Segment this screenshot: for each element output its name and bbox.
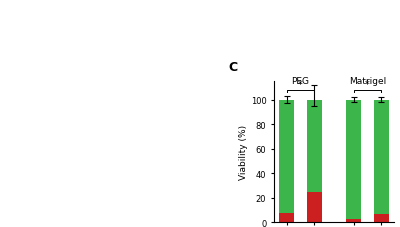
Bar bbox=[374, 100, 389, 214]
Text: Matrigel: Matrigel bbox=[349, 76, 386, 85]
Text: C: C bbox=[228, 60, 238, 73]
Bar bbox=[346, 219, 361, 222]
Bar bbox=[346, 100, 361, 219]
Text: *: * bbox=[365, 80, 370, 90]
Bar bbox=[307, 100, 322, 192]
Text: PEG: PEG bbox=[292, 76, 310, 85]
Bar bbox=[279, 213, 294, 222]
Text: *: * bbox=[298, 80, 303, 90]
Bar bbox=[307, 192, 322, 222]
Bar bbox=[279, 100, 294, 213]
Bar bbox=[374, 214, 389, 222]
Y-axis label: Viability (%): Viability (%) bbox=[239, 125, 248, 180]
